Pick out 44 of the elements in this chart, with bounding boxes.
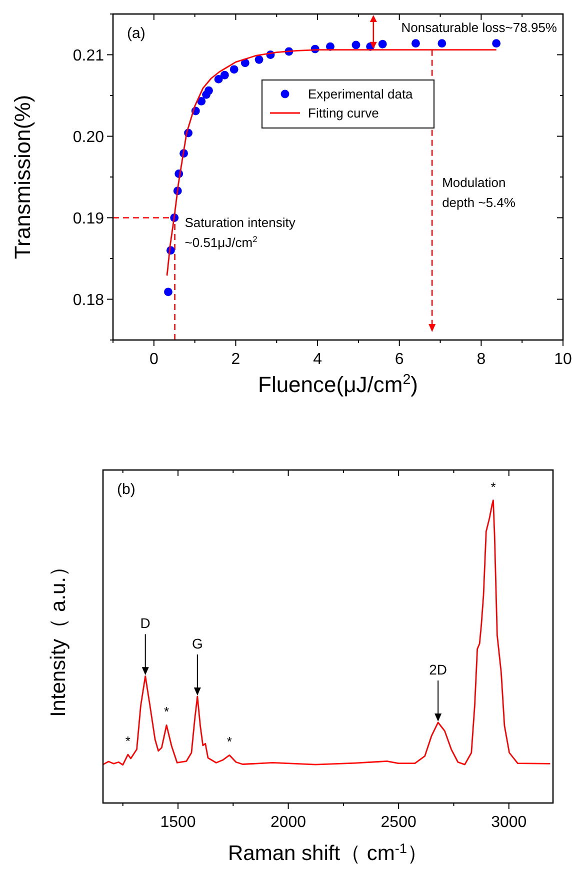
annotation: (a) — [127, 25, 146, 42]
y-tick-label: 0.18 — [72, 292, 104, 309]
ref-line-label: Saturation intensity ~0.51μJ/cm$^{2}$ — [184, 214, 296, 250]
legend-label: Fitting curve — [308, 106, 379, 121]
x-tick-label: 4 — [313, 351, 322, 368]
point — [214, 74, 223, 84]
point — [412, 39, 420, 48]
point — [230, 65, 238, 74]
point — [438, 39, 446, 48]
annotation: D — [140, 614, 150, 631]
point — [378, 40, 387, 48]
point — [254, 55, 264, 64]
point — [352, 40, 360, 50]
x-tick-label: 2000 — [270, 814, 306, 831]
x-tick-label: 6 — [394, 351, 404, 368]
point — [204, 86, 213, 95]
y-tick-label: 0.19 — [72, 210, 104, 228]
annotation: * — [490, 480, 496, 495]
text: (b) — [117, 481, 136, 498]
y-tick-label: 0.20 — [72, 128, 104, 146]
x-tick-label: 0 — [149, 351, 158, 368]
x-tick-label: 8 — [476, 351, 486, 368]
y-axis-title: Intensity（ a.u.） — [47, 556, 70, 718]
annotation: G — [192, 635, 203, 652]
point — [220, 70, 229, 80]
x-tick-label: 3000 — [491, 814, 527, 831]
point — [197, 96, 206, 106]
point — [164, 288, 172, 296]
x-tick-label: 2500 — [380, 814, 416, 831]
ref-line-label: Modulation depth ~5.4% — [442, 174, 516, 210]
annotation: * — [125, 734, 130, 749]
x-axis-title: Raman shift（ cm$^{-1}$） — [228, 840, 428, 865]
y-tick-label: 0.21 — [72, 47, 104, 64]
annotation: * — [226, 734, 232, 750]
annotation: 2D — [429, 661, 448, 678]
x-tick-label: 2 — [231, 351, 240, 368]
point — [492, 39, 501, 48]
legend-label: Experimental data — [308, 86, 414, 102]
x-axis-title: Fluence(μJ/cm$^{2}$) — [258, 372, 418, 397]
y-axis-title: Transmission(%) — [10, 94, 35, 260]
x-tick-label: 1500 — [160, 814, 196, 831]
annotation: * — [164, 704, 170, 720]
annotation: Nonsaturable loss~78.95% — [401, 20, 558, 35]
x-tick-label: 10 — [554, 351, 572, 368]
